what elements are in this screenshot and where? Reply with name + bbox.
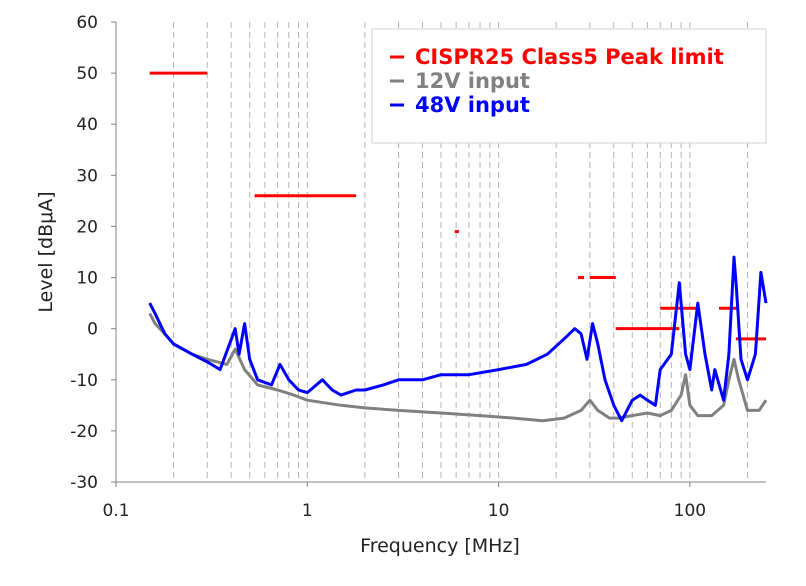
legend-label: 12V input <box>415 69 530 93</box>
y-tick-label: -30 <box>70 473 98 493</box>
x-axis-title: Frequency [MHz] <box>360 535 520 557</box>
x-tick-label: 1 <box>302 501 313 521</box>
x-tick-label: 0.1 <box>102 501 129 521</box>
series-layer <box>148 71 768 423</box>
y-tick-label: -10 <box>70 371 98 391</box>
y-tick-label: 20 <box>76 217 98 237</box>
y-tick-label: 30 <box>76 166 98 186</box>
series-line-48v-input <box>148 255 768 423</box>
x-tick-label: 100 <box>674 501 706 521</box>
y-tick-label: 0 <box>87 320 98 340</box>
y-tick-label: 50 <box>76 64 98 84</box>
y-tick-label: 60 <box>76 13 98 33</box>
y-tick-label: 10 <box>76 269 98 289</box>
legend-label: CISPR25 Class5 Peak limit <box>415 45 724 69</box>
y-tick-label: 40 <box>76 115 98 135</box>
y-tick-label: -20 <box>70 422 98 442</box>
legend-label: 48V input <box>415 93 530 117</box>
y-axis-title: Level [dBμA] <box>35 191 57 312</box>
grid-layer <box>173 22 748 482</box>
legend-box <box>371 28 767 144</box>
axis-layer <box>111 21 766 487</box>
x-tick-label: 10 <box>488 501 510 521</box>
series-line-12v-input <box>148 312 768 423</box>
